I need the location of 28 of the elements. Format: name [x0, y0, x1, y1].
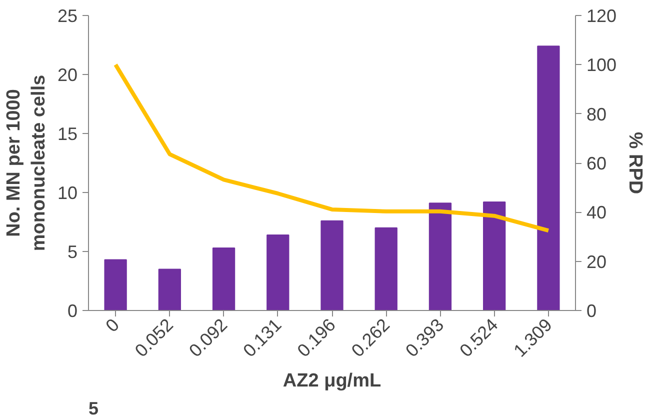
y2-tick-label: 20: [586, 252, 607, 272]
bar: [266, 234, 290, 310]
y-tick-label: 10: [57, 183, 78, 203]
y-tick-label: 25: [57, 6, 78, 26]
y-tick-label: 20: [57, 65, 78, 85]
y2-tick-label: 0: [586, 301, 597, 321]
bar: [483, 201, 506, 310]
line-series: [114, 62, 550, 233]
text: 5: [88, 398, 99, 418]
bar: [320, 220, 344, 310]
bar: [374, 227, 398, 310]
y-tick-label: 5: [67, 242, 78, 262]
y2-tick-label: 40: [586, 202, 607, 223]
x-axis-title: AZ2 μg/mL: [282, 370, 382, 392]
bar: [428, 202, 452, 310]
bar: [212, 247, 236, 310]
bar: [158, 268, 181, 310]
y2-axis-title: % RPD: [624, 132, 646, 194]
bar: [537, 46, 560, 310]
y2-tick-label: 100: [586, 55, 617, 76]
y-axis-title: No. MN per 1000 mononucleate cells: [3, 74, 50, 252]
x-tick-label: 0: [102, 314, 123, 336]
y2-tick-label: 60: [586, 154, 607, 174]
y-tick-label: 15: [57, 124, 78, 144]
y2-tick-label: 120: [586, 6, 617, 26]
y-tick-label: 0: [67, 301, 78, 321]
bar: [104, 259, 127, 310]
y2-tick-label: 80: [586, 104, 607, 124]
